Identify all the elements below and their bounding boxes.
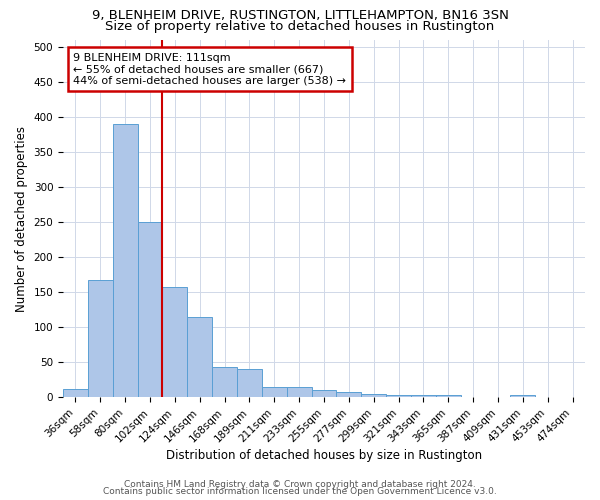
Bar [163, 286, 187, 398]
Bar [361, 394, 386, 398]
Bar [63, 389, 88, 398]
Bar [212, 366, 237, 398]
Bar [511, 394, 535, 398]
Bar [411, 396, 436, 398]
Bar [337, 392, 361, 398]
Bar [436, 396, 461, 398]
Bar [287, 387, 311, 398]
Bar [113, 124, 137, 398]
Y-axis label: Number of detached properties: Number of detached properties [15, 126, 28, 312]
Bar [386, 394, 411, 398]
Text: Contains HM Land Registry data © Crown copyright and database right 2024.: Contains HM Land Registry data © Crown c… [124, 480, 476, 489]
Bar [311, 390, 337, 398]
Bar [262, 387, 287, 398]
Text: 9, BLENHEIM DRIVE, RUSTINGTON, LITTLEHAMPTON, BN16 3SN: 9, BLENHEIM DRIVE, RUSTINGTON, LITTLEHAM… [92, 9, 508, 22]
Bar [237, 370, 262, 398]
X-axis label: Distribution of detached houses by size in Rustington: Distribution of detached houses by size … [166, 450, 482, 462]
Text: Contains public sector information licensed under the Open Government Licence v3: Contains public sector information licen… [103, 487, 497, 496]
Text: 9 BLENHEIM DRIVE: 111sqm
← 55% of detached houses are smaller (667)
44% of semi-: 9 BLENHEIM DRIVE: 111sqm ← 55% of detach… [73, 52, 346, 86]
Text: Size of property relative to detached houses in Rustington: Size of property relative to detached ho… [106, 20, 494, 33]
Bar [88, 280, 113, 398]
Bar [137, 222, 163, 398]
Bar [187, 317, 212, 398]
